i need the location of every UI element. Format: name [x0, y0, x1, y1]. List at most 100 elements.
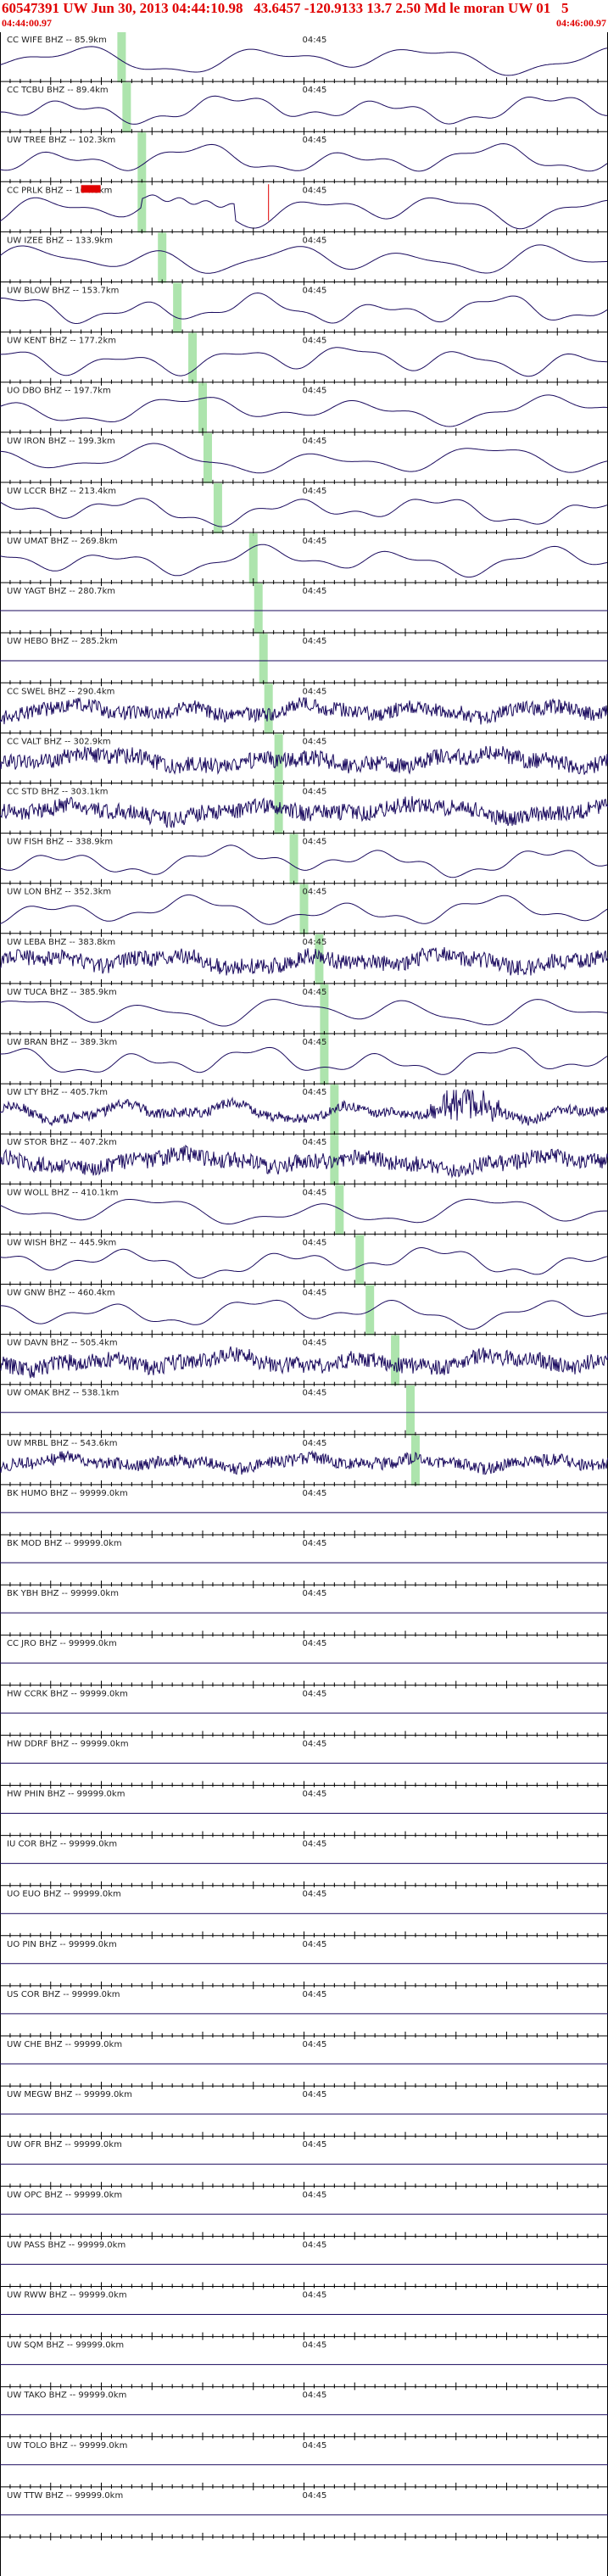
trace-row-hw-phin: HW PHIN BHZ -- 99999.0km 04:45	[0, 1790, 608, 1839]
trace-row-cc-prlk: CC PRLK BHZ -- 104.8km 04:45	[0, 182, 608, 236]
waveform-line	[0, 1247, 608, 1279]
pick-band	[320, 984, 329, 1034]
mid-time-label: 04:45	[303, 1138, 327, 1147]
waveform-line	[0, 1198, 607, 1224]
mid-time-label: 04:45	[303, 687, 327, 696]
station-label: UW YAGT BHZ -- 280.7km	[7, 587, 115, 596]
waveform-line	[0, 95, 608, 125]
trace-row-uw-rww: UW RWW BHZ -- 99999.0km 04:45	[0, 2291, 608, 2340]
trace-row-bk-mod: BK MOD BHZ -- 99999.0km 04:45	[0, 1539, 608, 1589]
waveform-line	[0, 947, 608, 976]
mid-time-label: 04:45	[303, 537, 327, 546]
mid-time-label: 04:45	[303, 1539, 327, 1548]
station-label: UW OMAK BHZ -- 538.1km	[7, 1389, 119, 1398]
mid-time-label: 04:45	[303, 637, 327, 646]
station-label: UW TUCA BHZ -- 385.9km	[7, 988, 117, 997]
trace-row-cc-swel: CC SWEL BHZ -- 290.4km 04:45	[0, 683, 608, 737]
trace-row-uw-woll: UW WOLL BHZ -- 410.1km 04:45	[0, 1185, 608, 1238]
station-label: US COR BHZ -- 99999.0km	[7, 1990, 120, 1999]
waveform-line	[0, 1088, 608, 1127]
pick-band	[158, 232, 167, 283]
trace-row-uw-lccr: UW LCCR BHZ -- 213.4km 04:45	[0, 482, 608, 536]
station-label: UW WOLL BHZ -- 410.1km	[7, 1188, 118, 1197]
end-time-label: 04:46:00.97	[556, 17, 606, 29]
waveform-line	[0, 795, 608, 828]
trace-row-hw-ccrk: HW CCRK BHZ -- 99999.0km 04:45	[0, 1689, 608, 1739]
trace-row-uw-ttw: UW TTW BHZ -- 99999.0km 04:45	[0, 2491, 608, 2540]
mid-time-label: 04:45	[303, 236, 327, 245]
station-label: UW UMAT BHZ -- 269.8km	[7, 537, 118, 546]
mid-time-label: 04:45	[303, 287, 327, 296]
waveform-line	[0, 498, 608, 527]
station-label: UW LEBA BHZ -- 383.8km	[7, 938, 115, 947]
trace-row-cc-tcbu: CC TCBU BHZ -- 89.4km 04:45	[0, 82, 608, 136]
waveform-line	[0, 1144, 608, 1179]
mid-time-label: 04:45	[303, 2441, 327, 2451]
mid-time-label: 04:45	[303, 1289, 327, 1298]
waveform-line	[0, 1449, 608, 1475]
waveform-line	[0, 745, 608, 775]
pick-band	[320, 1034, 329, 1085]
trace-row-uw-davn: UW DAVN BHZ -- 505.4km 04:45	[0, 1335, 608, 1388]
waveform-line	[0, 292, 608, 325]
pick-band	[289, 834, 298, 884]
mid-time-label: 04:45	[303, 1890, 327, 1899]
start-time-label: 04:44:00.97	[2, 17, 52, 29]
mid-time-label: 04:45	[303, 337, 327, 346]
waveform-line	[0, 46, 608, 76]
pick-band	[122, 82, 131, 133]
trace-row-uw-tako: UW TAKO BHZ -- 99999.0km 04:45	[0, 2391, 608, 2440]
pick-band	[173, 282, 182, 333]
mid-time-label: 04:45	[303, 1589, 327, 1598]
station-label: BK MOD BHZ -- 99999.0km	[7, 1539, 122, 1548]
pick-band	[299, 884, 309, 934]
trace-row-us-cor: US COR BHZ -- 99999.0km 04:45	[0, 1990, 608, 2039]
mid-time-label: 04:45	[303, 1689, 327, 1698]
trace-row-uw-kent: UW KENT BHZ -- 177.2km 04:45	[0, 332, 608, 386]
record-header: 60547391 UW Jun 30, 2013 04:44:10.98 43.…	[0, 0, 608, 32]
trace-row-uw-yagt: UW YAGT BHZ -- 280.7km 04:45	[0, 583, 608, 637]
station-label: UW MRBL BHZ -- 543.6km	[7, 1439, 118, 1448]
waveform-line	[0, 244, 607, 274]
pick-band	[254, 583, 263, 634]
mid-time-label: 04:45	[303, 737, 327, 746]
pick-band	[405, 1385, 415, 1436]
mid-time-label: 04:45	[303, 2291, 327, 2300]
station-label: UW PASS BHZ -- 99999.0km	[7, 2240, 126, 2250]
waveform-line	[0, 544, 608, 578]
station-label: CC TCBU BHZ -- 89.4km	[7, 86, 109, 95]
pick-band	[355, 1235, 365, 1285]
pick-band	[137, 132, 147, 183]
pick-band	[248, 533, 258, 584]
trace-row-uw-bran: UW BRAN BHZ -- 389.3km 04:45	[0, 1034, 608, 1088]
station-label: HW DDRF BHZ -- 99999.0km	[7, 1739, 129, 1748]
pick-band	[203, 432, 212, 483]
trace-row-uw-leba: UW LEBA BHZ -- 383.8km 04:45	[0, 934, 608, 987]
mid-time-label: 04:45	[303, 1739, 327, 1748]
station-label: UO EUO BHZ -- 99999.0km	[7, 1890, 121, 1899]
mid-time-label: 04:45	[303, 186, 327, 195]
station-label: UW BRAN BHZ -- 389.3km	[7, 1038, 117, 1047]
mid-time-label: 04:45	[303, 2391, 327, 2400]
station-label: UW OFR BHZ -- 99999.0km	[7, 2140, 122, 2149]
trace-row-bk-ybh: BK YBH BHZ -- 99999.0km 04:45	[0, 1589, 608, 1639]
mid-time-label: 04:45	[303, 1840, 327, 1849]
station-label: UW DAVN BHZ -- 505.4km	[7, 1339, 118, 1348]
mid-time-label: 04:45	[303, 1088, 327, 1097]
mid-time-label: 04:45	[303, 1439, 327, 1448]
station-label: UW IZEE BHZ -- 133.9km	[7, 236, 113, 245]
mid-time-label: 04:45	[303, 1238, 327, 1247]
station-label: UW LCCR BHZ -- 213.4km	[7, 487, 116, 496]
waveform-line	[0, 999, 608, 1027]
trace-row-uw-ofr: UW OFR BHZ -- 99999.0km 04:45	[0, 2140, 608, 2190]
trace-row-uo-pin: UO PIN BHZ -- 99999.0km 04:45	[0, 1940, 608, 1989]
mid-time-label: 04:45	[303, 1489, 327, 1498]
mid-time-label: 04:45	[303, 838, 327, 847]
station-label: UW TAKO BHZ -- 99999.0km	[7, 2391, 126, 2400]
trace-row-uw-iron: UW IRON BHZ -- 199.3km 04:45	[0, 432, 608, 486]
station-label: UW TREE BHZ -- 102.3km	[7, 136, 115, 145]
mid-time-label: 04:45	[303, 86, 327, 95]
station-label: UW CHE BHZ -- 99999.0km	[7, 2040, 122, 2049]
trace-row-uw-sqm: UW SQM BHZ -- 99999.0km 04:45	[0, 2341, 608, 2390]
